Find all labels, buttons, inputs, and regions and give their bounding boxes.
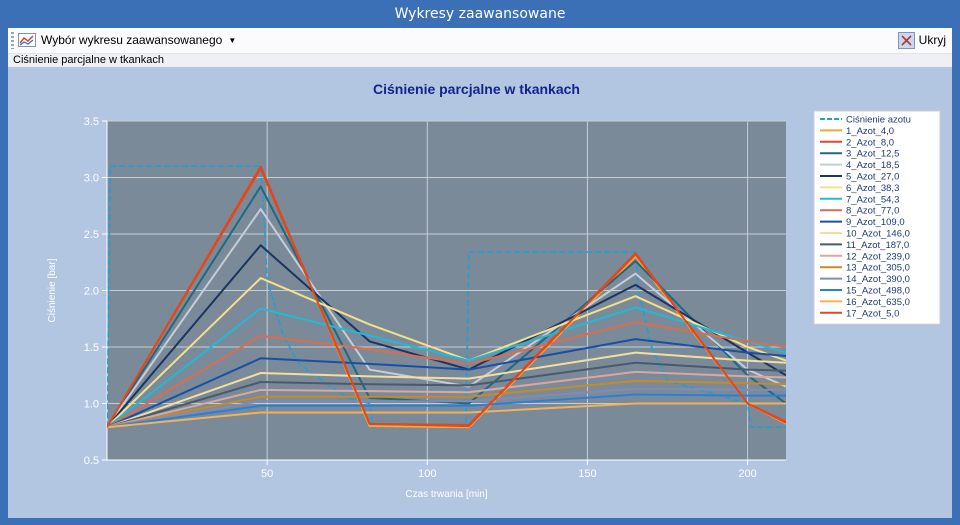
series-line-16 <box>107 393 786 429</box>
x-tick-label: 200 <box>738 468 756 480</box>
x-tick-label: 150 <box>578 468 596 480</box>
hide-label: Ukryj <box>918 33 946 47</box>
series-line-14 <box>107 379 786 429</box>
legend-entry: 1_Azot_4,0 <box>846 126 894 137</box>
y-tick-label: 3.0 <box>84 173 99 185</box>
series-line-13 <box>107 370 786 429</box>
legend-entry: Ciśnienie azotu <box>846 115 911 126</box>
legend-entry: 11_Azot_187,0 <box>846 240 909 251</box>
legend-entry: 4_Azot_18,5 <box>846 160 899 171</box>
series-line-15 <box>107 387 786 429</box>
toolbar: Wybór wykresu zaawansowanego ▼ Ukryj <box>8 28 952 54</box>
toolbar-grip[interactable] <box>11 32 14 49</box>
y-axis-label: Ciśnienie [bar] <box>47 258 58 322</box>
chart-subheader: Ciśnienie parcjalne w tkankach <box>8 54 952 67</box>
series-line-9 <box>107 321 786 429</box>
legend-entry: 5_Azot_27,0 <box>846 172 899 183</box>
legend-box <box>813 110 941 325</box>
y-tick-label: 1.5 <box>84 342 99 354</box>
legend-entry: 3_Azot_12,5 <box>846 149 899 160</box>
legend-entry: 8_Azot_77,0 <box>846 206 899 217</box>
legend-entry: 7_Azot_54,3 <box>846 194 899 205</box>
chart-select-dropdown[interactable]: Wybór wykresu zaawansowanego ▼ <box>18 30 236 50</box>
hide-button[interactable]: Ukryj <box>897 30 946 50</box>
legend-entry: 13_Azot_305,0 <box>846 263 910 274</box>
legend-entry: 17_Azot_5,0 <box>846 308 899 319</box>
legend-entry: 10_Azot_146,0 <box>846 229 910 240</box>
x-axis-label: Czas trwania [min] <box>405 489 487 500</box>
y-tick-label: 0.5 <box>84 455 99 467</box>
x-tick-label: 100 <box>418 468 436 480</box>
series-line-11 <box>107 351 786 429</box>
series-line-18 <box>107 167 786 428</box>
legend-entry: 16_Azot_635,0 <box>846 297 910 308</box>
series-line-10 <box>107 338 786 429</box>
y-tick-label: 1.0 <box>84 399 99 411</box>
y-tick-label: 2.5 <box>84 229 99 241</box>
legend-entry: 2_Azot_8,0 <box>846 137 894 148</box>
window-title: Wykresy zaawansowane <box>394 6 566 22</box>
chart-title: Ciśnienie parcjalne w tkankach <box>373 81 580 97</box>
legend-entry: 9_Azot_109,0 <box>846 217 905 228</box>
x-tick-label: 50 <box>261 468 273 480</box>
series-line-1 <box>107 165 786 428</box>
chevron-down-icon: ▼ <box>228 35 237 45</box>
legend-entry: 14_Azot_390,0 <box>846 274 910 285</box>
close-icon <box>897 31 915 49</box>
y-tick-label: 3.5 <box>84 116 99 128</box>
chart-panel: Ciśnienie parcjalne w tkankach 0.5 1.0 1.5 2… <box>8 67 952 518</box>
chart-svg: Ciśnienie parcjalne w tkankach 0.5 1.0 1.5 2… <box>47 81 941 500</box>
legend-entry: 15_Azot_498,0 <box>846 286 910 297</box>
series-line-4 <box>107 185 786 428</box>
series-line-12 <box>107 361 786 429</box>
legend-entry: 6_Azot_38,3 <box>846 183 899 194</box>
y-tick-label: 2.0 <box>84 286 99 298</box>
chart-icon <box>18 33 36 47</box>
legend-entry: 12_Azot_239,0 <box>846 251 910 262</box>
chart-select-label: Wybór wykresu zaawansowanego <box>41 33 223 47</box>
